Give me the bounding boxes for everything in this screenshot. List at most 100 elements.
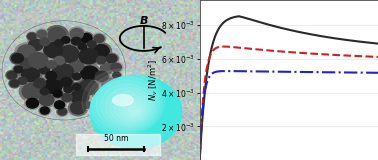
Circle shape xyxy=(109,62,123,73)
Circle shape xyxy=(57,107,68,116)
Circle shape xyxy=(32,77,47,89)
Circle shape xyxy=(60,92,74,103)
Circle shape xyxy=(94,97,106,106)
Circle shape xyxy=(60,36,71,44)
Circle shape xyxy=(103,88,114,97)
Circle shape xyxy=(76,78,101,97)
Circle shape xyxy=(73,73,81,80)
Circle shape xyxy=(73,84,81,90)
Circle shape xyxy=(81,66,99,80)
Circle shape xyxy=(87,73,162,133)
Circle shape xyxy=(82,69,165,135)
Circle shape xyxy=(71,90,89,104)
Circle shape xyxy=(6,70,18,80)
Circle shape xyxy=(68,88,91,106)
Circle shape xyxy=(61,78,72,87)
Circle shape xyxy=(55,40,64,47)
Circle shape xyxy=(44,70,58,81)
Circle shape xyxy=(71,72,82,81)
Circle shape xyxy=(37,64,51,75)
Circle shape xyxy=(62,93,72,102)
Circle shape xyxy=(41,41,65,60)
Circle shape xyxy=(45,59,58,70)
Circle shape xyxy=(96,80,157,129)
Circle shape xyxy=(59,46,79,62)
Circle shape xyxy=(28,33,36,40)
Circle shape xyxy=(52,89,63,98)
Circle shape xyxy=(54,101,65,109)
Circle shape xyxy=(53,100,66,110)
Circle shape xyxy=(124,102,143,117)
Circle shape xyxy=(119,99,145,119)
Circle shape xyxy=(17,76,28,85)
Circle shape xyxy=(15,43,38,61)
Circle shape xyxy=(39,106,51,115)
Circle shape xyxy=(40,88,49,95)
Circle shape xyxy=(14,66,23,73)
Circle shape xyxy=(7,71,17,79)
Circle shape xyxy=(70,29,83,39)
Circle shape xyxy=(106,54,117,63)
Circle shape xyxy=(113,72,121,79)
Circle shape xyxy=(95,71,108,81)
Circle shape xyxy=(77,42,88,51)
Circle shape xyxy=(93,70,110,83)
Circle shape xyxy=(99,76,120,93)
Circle shape xyxy=(93,89,105,99)
Circle shape xyxy=(10,52,25,64)
Circle shape xyxy=(62,37,70,43)
Circle shape xyxy=(59,76,74,88)
Circle shape xyxy=(29,53,48,68)
Circle shape xyxy=(26,98,39,108)
Circle shape xyxy=(91,76,160,131)
Circle shape xyxy=(40,107,49,114)
Circle shape xyxy=(68,27,85,41)
Circle shape xyxy=(63,85,74,94)
Circle shape xyxy=(39,87,50,96)
Circle shape xyxy=(104,89,113,96)
Circle shape xyxy=(95,55,107,65)
Circle shape xyxy=(54,39,65,48)
Circle shape xyxy=(96,98,105,105)
Circle shape xyxy=(44,79,62,93)
Circle shape xyxy=(34,78,46,88)
Circle shape xyxy=(64,86,73,93)
Circle shape xyxy=(37,30,47,38)
Circle shape xyxy=(48,28,66,42)
Y-axis label: $N_v$ [N/m$^2$]: $N_v$ [N/m$^2$] xyxy=(146,59,160,101)
Circle shape xyxy=(36,29,48,39)
Circle shape xyxy=(101,62,115,74)
Circle shape xyxy=(102,78,118,91)
Circle shape xyxy=(39,65,50,74)
Circle shape xyxy=(86,40,97,48)
Circle shape xyxy=(44,43,62,58)
Circle shape xyxy=(39,37,51,47)
Circle shape xyxy=(105,87,152,125)
Circle shape xyxy=(45,26,68,44)
Circle shape xyxy=(46,61,57,69)
Ellipse shape xyxy=(113,95,133,106)
Circle shape xyxy=(37,92,56,107)
Text: B: B xyxy=(139,16,148,26)
Circle shape xyxy=(115,95,147,121)
Circle shape xyxy=(40,38,50,46)
Circle shape xyxy=(39,94,54,106)
Circle shape xyxy=(78,64,101,83)
Circle shape xyxy=(94,35,104,43)
Circle shape xyxy=(28,39,43,51)
Circle shape xyxy=(78,43,87,50)
Circle shape xyxy=(19,57,34,69)
Circle shape xyxy=(18,77,27,84)
Circle shape xyxy=(46,72,57,80)
Circle shape xyxy=(27,32,37,40)
Circle shape xyxy=(53,90,62,97)
Circle shape xyxy=(26,51,51,70)
Circle shape xyxy=(112,71,122,80)
Circle shape xyxy=(22,67,39,82)
Circle shape xyxy=(79,48,99,64)
Circle shape xyxy=(93,44,109,57)
Circle shape xyxy=(111,63,121,72)
Circle shape xyxy=(20,58,33,68)
Circle shape xyxy=(19,65,42,84)
Circle shape xyxy=(93,33,105,44)
